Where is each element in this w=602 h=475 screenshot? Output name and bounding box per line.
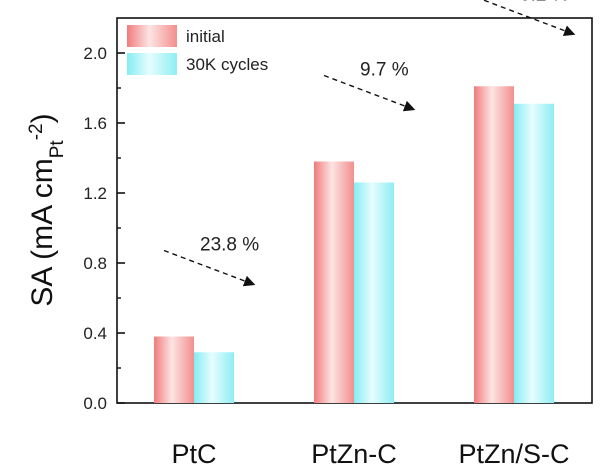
bar-ptzn-s-c-30k-cycles (514, 103, 554, 403)
y-tick-label-2: 0.8 (83, 254, 107, 273)
y-tick-label-4: 1.6 (83, 114, 107, 133)
bar-ptc-30k-cycles (194, 352, 234, 403)
annotation-ptzn-c: 9.7 % (360, 60, 409, 81)
y-tick-label-1: 0.4 (83, 324, 107, 343)
legend-swatch-30k-cycles (127, 53, 177, 75)
legend-swatch-initial (127, 25, 177, 47)
y-tick-label-0: 0.0 (83, 394, 107, 413)
bar-ptc-initial (154, 336, 194, 403)
annotations-group: 23.8 % 9.7 % 5.2 % (163, 0, 576, 287)
legend: initial 30K cycles (127, 25, 268, 75)
x-tick-label-ptzn-s-c: PtZn/S-C (458, 439, 569, 469)
x-tick-label-ptc: PtC (171, 439, 216, 469)
arrow-ptc (163, 249, 256, 287)
y-tick-label-5: 2.0 (83, 44, 107, 63)
bar-ptzn-c-initial (314, 161, 354, 403)
bars-group (154, 86, 554, 403)
legend-label-30k-cycles: 30K cycles (186, 55, 268, 74)
annotation-ptc: 23.8 % (200, 235, 259, 256)
y-axis-ticks: 0.0 0.4 0.8 1.2 1.6 2.0 (83, 44, 125, 413)
y-axis-label: SA (mA cmPt-2) (26, 113, 68, 306)
x-axis-ticks: PtC PtZn-C PtZn/S-C (171, 395, 570, 469)
arrow-ptzn-s-c (483, 0, 576, 37)
x-tick-label-ptzn-c: PtZn-C (311, 439, 397, 469)
arrow-ptzn-c (323, 74, 416, 112)
legend-label-initial: initial (186, 27, 225, 46)
bar-ptzn-c-30k-cycles (354, 182, 394, 403)
y-tick-label-3: 1.2 (83, 184, 107, 203)
annotation-ptzn-s-c: 5.2 % (520, 0, 569, 5)
bar-ptzn-s-c-initial (474, 86, 514, 403)
